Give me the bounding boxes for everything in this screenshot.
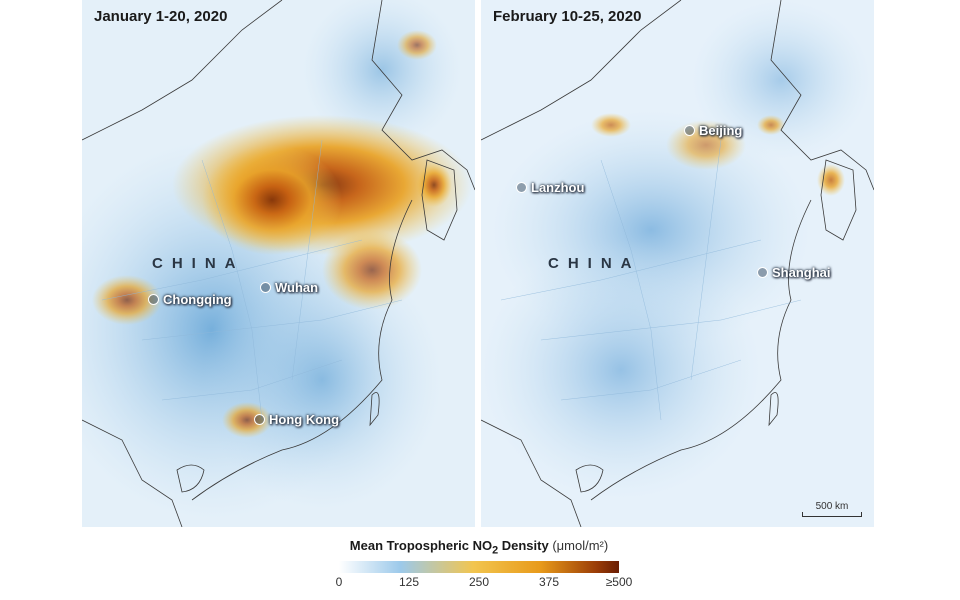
scale-bar-line — [802, 512, 862, 517]
city-label-chongqing: Chongqing — [148, 292, 232, 307]
legend-tick: 250 — [468, 574, 490, 589]
map-panel-february: February 10-25, 2020 CHINA Beijing Lanzh… — [481, 0, 874, 527]
color-legend: Mean Tropospheric NO2 Density (μmol/m²) … — [323, 538, 635, 591]
city-label-beijing: Beijing — [684, 123, 742, 138]
city-marker-icon — [516, 182, 527, 193]
city-label-shanghai: Shanghai — [757, 265, 831, 280]
city-label-hong-kong: Hong Kong — [254, 412, 339, 427]
scale-bar: 500 km — [802, 501, 862, 517]
no2-map-february — [481, 0, 874, 527]
city-marker-icon — [757, 267, 768, 278]
no2-map-january — [82, 0, 475, 527]
legend-tick: ≥500 — [605, 574, 633, 589]
legend-title: Mean Tropospheric NO2 Density (μmol/m²) — [349, 538, 609, 557]
legend-tick: 0 — [335, 574, 343, 589]
legend-tick: 125 — [398, 574, 420, 589]
city-marker-icon — [260, 282, 271, 293]
scale-bar-label: 500 km — [815, 501, 849, 512]
country-label-china: CHINA — [548, 255, 641, 272]
city-marker-icon — [148, 294, 159, 305]
legend-ticks: 0 125 250 375 ≥500 — [323, 575, 635, 591]
city-marker-icon — [684, 125, 695, 136]
legend-tick: 375 — [538, 574, 560, 589]
legend-color-ramp — [339, 560, 619, 573]
city-label-lanzhou: Lanzhou — [516, 180, 584, 195]
country-label-china: CHINA — [152, 255, 245, 272]
map-panel-january: January 1-20, 2020 CHINA Chongqing Wuhan… — [82, 0, 475, 527]
city-label-wuhan: Wuhan — [260, 280, 318, 295]
panel-title-february: February 10-25, 2020 — [493, 8, 642, 25]
panel-title-january: January 1-20, 2020 — [94, 8, 228, 25]
city-marker-icon — [254, 414, 265, 425]
